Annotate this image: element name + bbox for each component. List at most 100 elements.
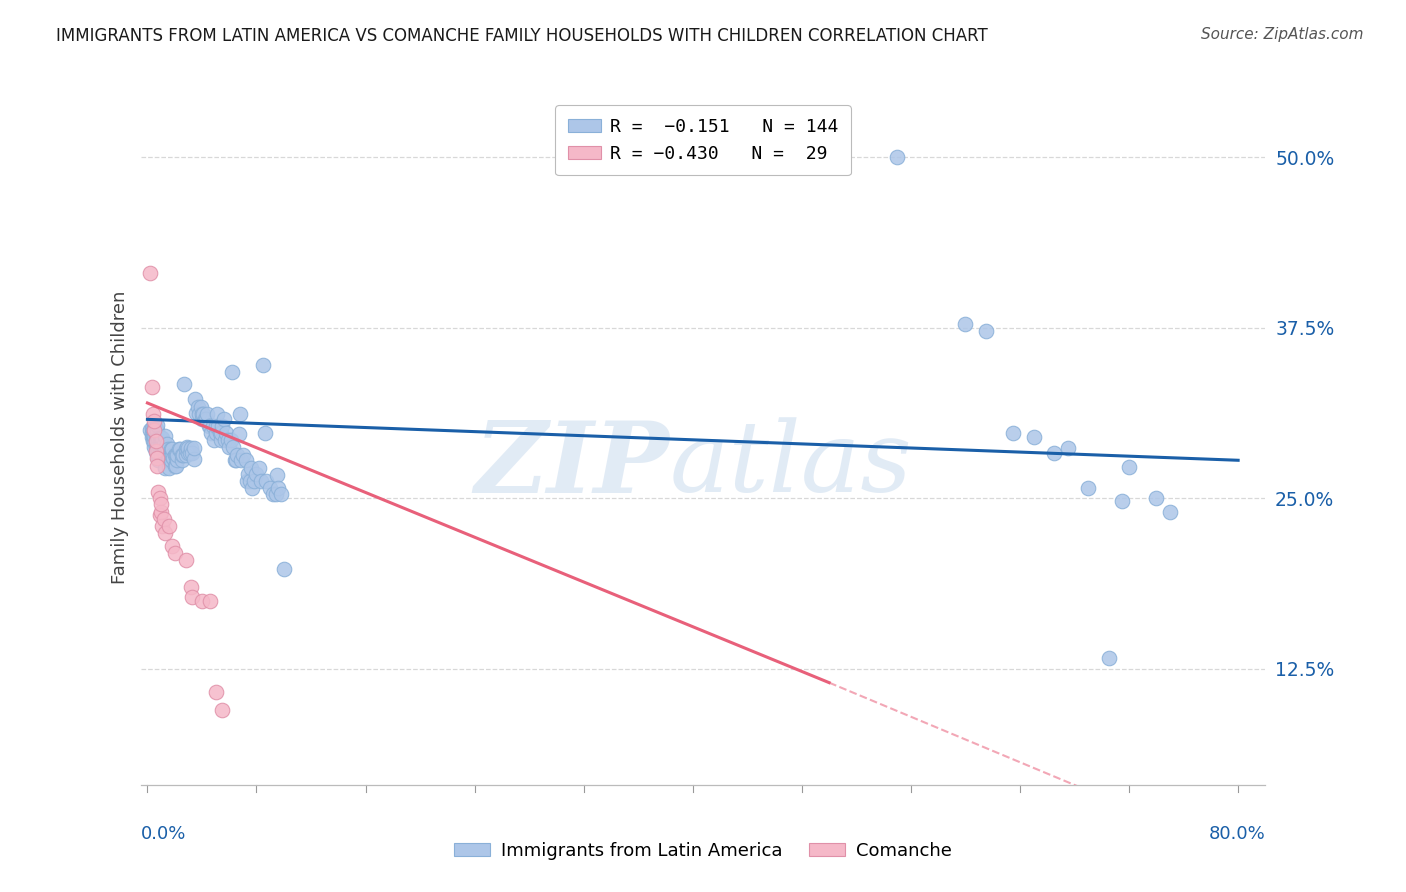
Point [163,458,186,473]
Point [181,446,204,460]
Point [149,508,172,522]
Point [221,365,243,379]
Point [159,453,181,467]
Y-axis label: Family Households with Children: Family Households with Children [111,291,129,583]
Point [955,317,977,331]
Point [1111,494,1133,508]
Point [177,441,200,455]
Point [150,497,173,511]
Point [157,518,180,533]
Point [152,512,174,526]
Point [198,419,221,434]
Point [156,453,179,467]
Point [254,474,277,488]
Point [201,419,224,434]
Point [160,539,183,553]
Point [143,423,166,437]
Point [155,442,177,457]
Point [159,442,181,457]
Point [191,407,214,421]
Point [148,442,170,457]
Point [273,562,295,576]
Text: 80.0%: 80.0% [1209,825,1265,843]
Point [148,432,170,446]
Point [222,440,245,454]
Point [177,446,200,460]
Point [149,491,172,506]
Point [249,474,271,488]
Point [229,407,252,421]
Point [148,448,170,462]
Text: atlas: atlas [669,417,912,513]
Point [148,437,170,451]
Point [181,590,204,604]
Point [153,461,176,475]
Point [1056,441,1078,455]
Point [145,445,167,459]
Point [1144,491,1167,506]
Point [197,419,219,434]
Point [228,427,250,442]
Point [180,580,202,594]
Text: ZIP: ZIP [474,417,669,513]
Point [146,440,169,454]
Point [225,453,247,467]
Point [242,481,264,495]
Point [253,425,276,440]
Point [208,425,231,440]
Point [142,423,165,437]
Point [190,400,212,414]
Point [146,445,169,459]
Point [270,487,292,501]
Point [174,448,197,462]
Point [264,487,287,501]
Point [184,392,207,406]
Point [180,441,202,455]
Legend: Immigrants from Latin America, Comanche: Immigrants from Latin America, Comanche [447,835,959,867]
Point [153,428,176,442]
Point [215,425,238,440]
Point [159,448,181,462]
Point [145,434,167,449]
Point [141,379,163,393]
Point [146,423,169,437]
Point [163,546,186,560]
Point [239,474,262,488]
Point [1043,446,1066,460]
Point [167,442,190,457]
Text: IMMIGRANTS FROM LATIN AMERICA VS COMANCHE FAMILY HOUSEHOLDS WITH CHILDREN CORREL: IMMIGRANTS FROM LATIN AMERICA VS COMANCH… [56,27,988,45]
Point [146,450,169,465]
Point [1002,425,1025,440]
Point [262,487,284,501]
Point [145,423,167,437]
Point [150,432,173,446]
Point [194,412,217,426]
Point [242,474,264,488]
Point [160,442,183,457]
Point [150,505,173,519]
Point [218,440,240,454]
Point [143,434,166,449]
Point [149,442,172,457]
Point [207,419,229,434]
Point [193,407,215,421]
Point [212,412,235,426]
Point [149,432,172,446]
Point [152,437,174,451]
Point [148,453,170,467]
Point [146,458,169,473]
Point [152,442,174,457]
Point [142,428,165,442]
Point [148,484,170,499]
Point [236,474,259,488]
Point [179,446,201,460]
Point [886,150,908,164]
Point [205,407,228,421]
Point [152,432,174,446]
Point [152,442,174,457]
Point [150,448,173,462]
Point [209,433,232,447]
Point [187,400,209,414]
Point [235,453,257,467]
Point [195,412,218,426]
